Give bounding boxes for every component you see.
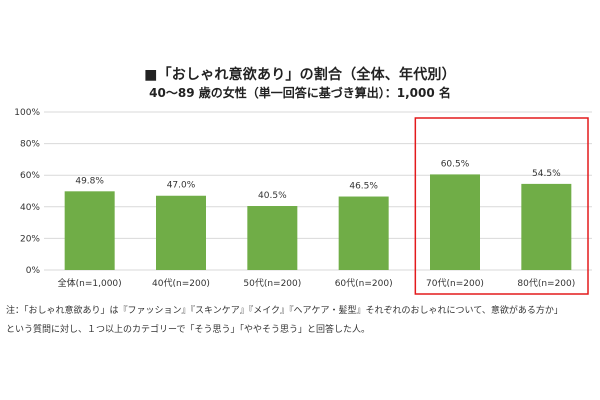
x-tick-label: 50代(n=200) xyxy=(243,278,301,289)
highlight-box xyxy=(414,117,589,295)
chart-subtitle: 40～89 歳の女性（単一回答に基づき算出）：1,000 名 xyxy=(149,86,451,100)
y-tick-label: 0% xyxy=(26,266,41,276)
y-tick-label: 40% xyxy=(20,203,40,213)
data-label: 46.5% xyxy=(349,182,378,192)
x-tick-label: 40代(n=200) xyxy=(152,278,210,289)
data-label: 54.5% xyxy=(532,169,561,179)
footnote-line-2: という質問に対し、１つ以上のカテゴリーで「そう思う」「ややそう思う」と回答した人… xyxy=(6,325,370,335)
bar xyxy=(430,174,480,270)
data-label: 40.5% xyxy=(258,191,287,201)
bar xyxy=(156,195,206,270)
bar xyxy=(64,191,115,270)
y-tick-label: 80% xyxy=(20,140,40,150)
chart-title: ■「おしゃれ意欲あり」の割合（全体、年代別） xyxy=(144,67,456,83)
y-tick-label: 20% xyxy=(20,234,40,244)
data-label: 60.5% xyxy=(441,159,470,169)
data-label: 49.8% xyxy=(75,176,104,186)
bar xyxy=(247,206,298,270)
y-tick-label: 100% xyxy=(14,108,40,118)
footnote-line-1: 注：「おしゃれ意欲あり」は『ファッション』『スキンケア』『メイク』『ヘアケア・髪… xyxy=(6,306,563,316)
x-tick-label: 60代(n=200) xyxy=(335,278,393,289)
data-label: 47.0% xyxy=(167,181,196,191)
y-tick-label: 60% xyxy=(20,171,40,181)
x-tick-label: 70代(n=200) xyxy=(426,278,484,289)
bar xyxy=(521,183,572,270)
x-tick-label: 全体(n=1,000) xyxy=(58,277,122,289)
bar xyxy=(338,196,389,270)
x-tick-label: 80代(n=200) xyxy=(517,278,575,289)
